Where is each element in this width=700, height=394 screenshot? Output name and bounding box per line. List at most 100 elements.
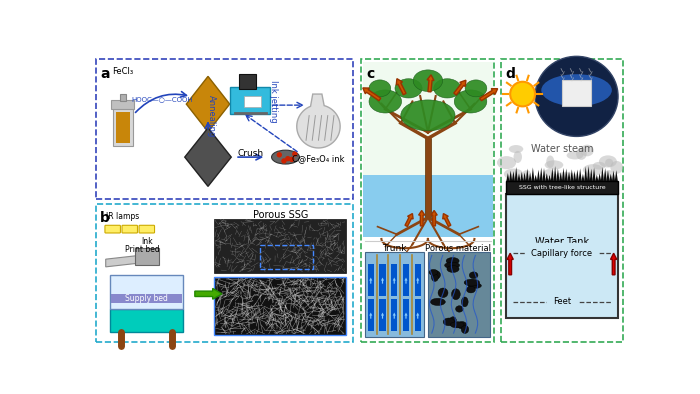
Circle shape	[289, 157, 295, 162]
Ellipse shape	[514, 151, 522, 163]
Polygon shape	[542, 168, 545, 181]
Polygon shape	[545, 173, 548, 181]
Ellipse shape	[438, 288, 448, 297]
Ellipse shape	[450, 322, 464, 328]
Polygon shape	[523, 173, 526, 181]
Polygon shape	[595, 175, 598, 181]
FancyArrow shape	[381, 277, 384, 284]
Text: d: d	[505, 67, 515, 81]
Text: HOOC—○—COOH: HOOC—○—COOH	[132, 96, 193, 102]
FancyBboxPatch shape	[139, 225, 155, 233]
Polygon shape	[615, 170, 618, 181]
Text: Trunk: Trunk	[382, 244, 407, 253]
FancyArrow shape	[419, 210, 425, 226]
Polygon shape	[598, 173, 601, 181]
Ellipse shape	[580, 145, 594, 156]
Ellipse shape	[546, 156, 554, 168]
Polygon shape	[592, 167, 596, 181]
Ellipse shape	[588, 180, 607, 190]
Polygon shape	[514, 167, 518, 181]
Polygon shape	[573, 171, 576, 181]
FancyArrow shape	[396, 79, 406, 95]
Polygon shape	[551, 168, 554, 181]
FancyArrow shape	[195, 288, 222, 299]
FancyArrow shape	[369, 277, 372, 284]
Ellipse shape	[603, 170, 615, 183]
FancyBboxPatch shape	[116, 112, 130, 143]
Polygon shape	[517, 173, 521, 181]
Ellipse shape	[599, 155, 617, 167]
Polygon shape	[520, 172, 524, 181]
Polygon shape	[185, 128, 231, 186]
FancyBboxPatch shape	[414, 299, 421, 331]
FancyArrow shape	[454, 80, 466, 95]
FancyBboxPatch shape	[134, 248, 160, 265]
FancyBboxPatch shape	[105, 225, 120, 233]
FancyBboxPatch shape	[379, 264, 386, 296]
Text: FeCl₃: FeCl₃	[112, 67, 133, 76]
FancyBboxPatch shape	[244, 96, 261, 108]
Polygon shape	[576, 169, 579, 181]
Ellipse shape	[395, 79, 422, 98]
Polygon shape	[570, 169, 573, 181]
FancyBboxPatch shape	[230, 87, 270, 113]
Text: Supply bed: Supply bed	[125, 294, 168, 303]
Polygon shape	[297, 94, 340, 148]
FancyArrow shape	[480, 89, 498, 101]
Text: Porous material: Porous material	[426, 244, 491, 253]
Ellipse shape	[566, 151, 583, 160]
FancyBboxPatch shape	[120, 95, 126, 100]
Polygon shape	[537, 170, 540, 181]
Text: b: b	[100, 211, 110, 225]
Ellipse shape	[447, 266, 459, 273]
Ellipse shape	[446, 258, 459, 264]
Polygon shape	[534, 175, 537, 181]
FancyBboxPatch shape	[505, 181, 618, 194]
FancyBboxPatch shape	[363, 175, 493, 237]
Ellipse shape	[461, 297, 468, 307]
Ellipse shape	[272, 150, 300, 164]
Ellipse shape	[576, 148, 587, 160]
Polygon shape	[548, 175, 551, 181]
FancyBboxPatch shape	[122, 225, 137, 233]
Text: c: c	[366, 67, 375, 81]
Ellipse shape	[468, 283, 482, 288]
Ellipse shape	[504, 169, 524, 180]
Circle shape	[510, 82, 535, 106]
FancyBboxPatch shape	[414, 264, 421, 296]
Ellipse shape	[605, 159, 613, 167]
FancyArrow shape	[416, 312, 419, 319]
FancyArrow shape	[431, 210, 438, 226]
FancyArrow shape	[416, 277, 419, 284]
FancyBboxPatch shape	[379, 299, 386, 331]
Ellipse shape	[413, 70, 442, 91]
Text: Water steam: Water steam	[531, 144, 593, 154]
Text: C@Fe₃O₄ ink: C@Fe₃O₄ ink	[292, 154, 344, 163]
Ellipse shape	[454, 90, 486, 113]
Ellipse shape	[430, 298, 445, 305]
Ellipse shape	[401, 100, 455, 131]
FancyArrow shape	[405, 214, 413, 227]
Polygon shape	[540, 167, 542, 181]
Polygon shape	[531, 167, 534, 181]
Ellipse shape	[444, 262, 460, 269]
Polygon shape	[565, 169, 568, 181]
Polygon shape	[559, 172, 562, 181]
Ellipse shape	[469, 272, 478, 279]
Ellipse shape	[541, 74, 612, 106]
Circle shape	[292, 151, 298, 157]
Text: Annealing: Annealing	[207, 95, 216, 138]
Polygon shape	[609, 174, 612, 181]
FancyArrow shape	[369, 312, 372, 319]
FancyArrow shape	[442, 214, 451, 227]
FancyBboxPatch shape	[365, 251, 424, 337]
Ellipse shape	[449, 317, 456, 323]
Ellipse shape	[497, 156, 516, 169]
FancyBboxPatch shape	[425, 138, 431, 217]
FancyBboxPatch shape	[505, 194, 618, 318]
Text: Water Tank: Water Tank	[535, 238, 589, 247]
Ellipse shape	[593, 162, 606, 169]
FancyBboxPatch shape	[403, 264, 409, 296]
Text: Porous SSG: Porous SSG	[253, 210, 309, 220]
Polygon shape	[554, 166, 556, 181]
